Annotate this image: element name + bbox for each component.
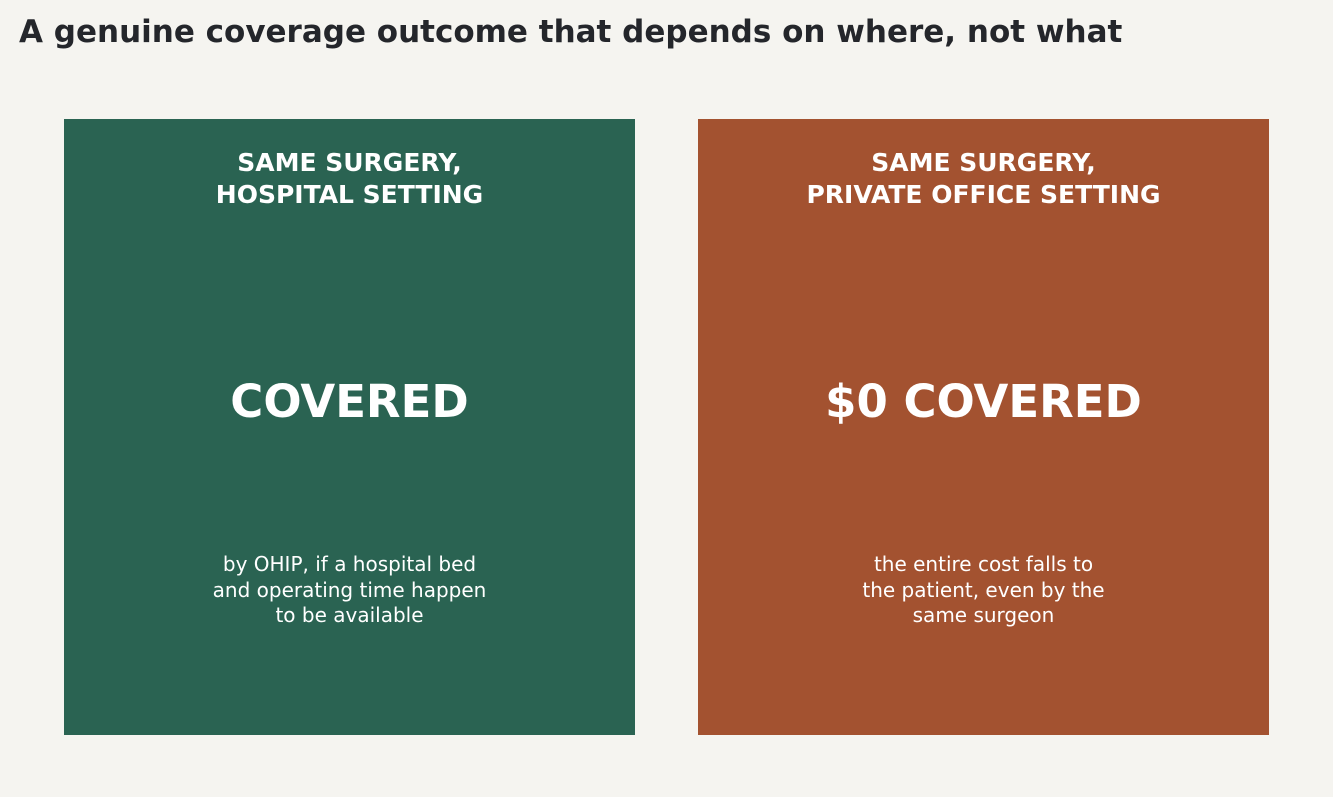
coverage-detail-line: by OHIP, if a hospital bed — [222, 552, 477, 576]
panel-heading-line: HOSPITAL SETTING — [215, 180, 484, 209]
hospital-setting-panel: SAME SURGERY, HOSPITAL SETTING COVERED b… — [64, 119, 635, 735]
panel-heading-line: SAME SURGERY, — [871, 148, 1096, 177]
coverage-detail: by OHIP, if a hospital bed and operating… — [64, 552, 635, 629]
coverage-detail-line: the entire cost falls to — [873, 552, 1094, 576]
coverage-outcome: $0 COVERED — [825, 375, 1142, 428]
panel-heading: SAME SURGERY, HOSPITAL SETTING — [64, 147, 635, 211]
coverage-detail-line: and operating time happen — [212, 577, 487, 602]
panel-heading-line: SAME SURGERY, — [237, 148, 462, 177]
coverage-detail: the entire cost falls to the patient, ev… — [698, 552, 1269, 629]
coverage-outcome: COVERED — [230, 375, 469, 428]
panel-heading-line: PRIVATE OFFICE SETTING — [806, 180, 1161, 209]
coverage-detail-line: to be available — [275, 603, 424, 627]
coverage-detail-line: the patient, even by the — [862, 577, 1105, 602]
page-title: A genuine coverage outcome that depends … — [19, 14, 1123, 50]
panel-heading: SAME SURGERY, PRIVATE OFFICE SETTING — [698, 147, 1269, 211]
coverage-detail-line: same surgeon — [912, 603, 1055, 627]
private-office-setting-panel: SAME SURGERY, PRIVATE OFFICE SETTING $0 … — [698, 119, 1269, 735]
